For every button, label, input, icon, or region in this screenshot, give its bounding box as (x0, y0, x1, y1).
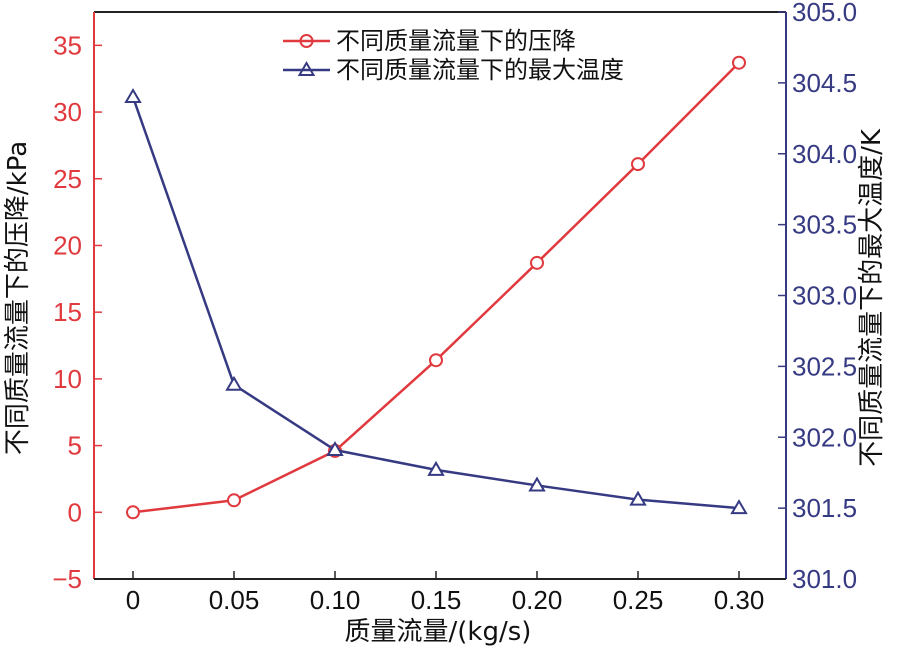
x-tick-label: 0.20 (512, 585, 563, 615)
series-line-pressure-drop (132, 61, 740, 514)
legend-label-max-temperature: 不同质量流量下的最大温度 (336, 56, 624, 84)
x-axis-title: 质量流量/(kg/s) (345, 617, 532, 647)
legend: 不同质量流量下的压降 不同质量流量下的最大温度 (283, 27, 624, 84)
right-y-tick-label: 304.0 (792, 139, 857, 169)
data-point-pressure-drop (429, 353, 443, 368)
right-y-tick-label: 302.5 (792, 351, 857, 381)
data-point-pressure-drop (227, 493, 241, 508)
right-y-tick-label: 301.5 (792, 493, 857, 523)
left-y-tick-label: 25 (53, 164, 82, 194)
right-y-tick-label: 305.0 (792, 0, 857, 27)
x-tick-label: 0.30 (714, 585, 765, 615)
series-line-max-temperature (131, 96, 740, 510)
data-point-pressure-drop (530, 255, 544, 270)
data-point-max-temperature (629, 490, 647, 506)
data-point-max-temperature (730, 499, 748, 515)
data-point-max-temperature (225, 375, 243, 391)
data-point-pressure-drop (126, 505, 140, 520)
data-point-pressure-drop (732, 55, 746, 70)
data-point-max-temperature (124, 88, 142, 104)
x-tick-label: 0.05 (209, 585, 260, 615)
legend-label-pressure-drop: 不同质量流量下的压降 (336, 27, 576, 55)
x-tick-label: 0.25 (613, 585, 664, 615)
data-point-max-temperature (326, 441, 344, 457)
left-y-tick-label: −5 (52, 564, 82, 594)
legend-marker-pressure-drop (299, 34, 314, 48)
left-y-tick-label: 15 (53, 297, 82, 327)
data-point-max-temperature (528, 476, 546, 492)
right-y-tick-label: 304.5 (792, 68, 857, 98)
right-y-tick-label: 301.0 (792, 564, 857, 594)
left-y-tick-label: 20 (53, 230, 82, 260)
left-y-axis-title: 不同质量流量下的压降/kPa (3, 141, 33, 455)
x-tick-label: 0.10 (310, 585, 361, 615)
right-y-axis-title: 不同质量流量下的最大温度/K (857, 128, 887, 467)
left-y-tick-label: 30 (53, 97, 82, 127)
x-tick-label: 0.15 (411, 585, 462, 615)
series-layer (124, 55, 748, 520)
x-axis: 0 0.05 0.10 0.15 0.20 0.25 0.30 (94, 571, 786, 615)
right-y-tick-label: 302.0 (792, 422, 857, 452)
x-tick-label: 0 (126, 585, 140, 615)
left-y-tick-label: 35 (53, 30, 82, 60)
data-point-max-temperature (427, 460, 445, 476)
data-point-pressure-drop (631, 157, 645, 172)
left-y-tick-label: 10 (53, 364, 82, 394)
right-y-axis: 301.0 301.5 302.0 302.5 303.0 303.5 304.0 304.5… (778, 0, 857, 594)
legend-marker-max-temperature (297, 61, 316, 76)
right-y-tick-label: 303.5 (792, 210, 857, 240)
left-y-tick-label: 0 (68, 497, 82, 527)
left-y-axis: −5 0 5 10 15 20 25 30 35 (52, 12, 102, 594)
left-y-tick-label: 5 (68, 431, 82, 461)
right-y-tick-label: 303.0 (792, 281, 857, 311)
